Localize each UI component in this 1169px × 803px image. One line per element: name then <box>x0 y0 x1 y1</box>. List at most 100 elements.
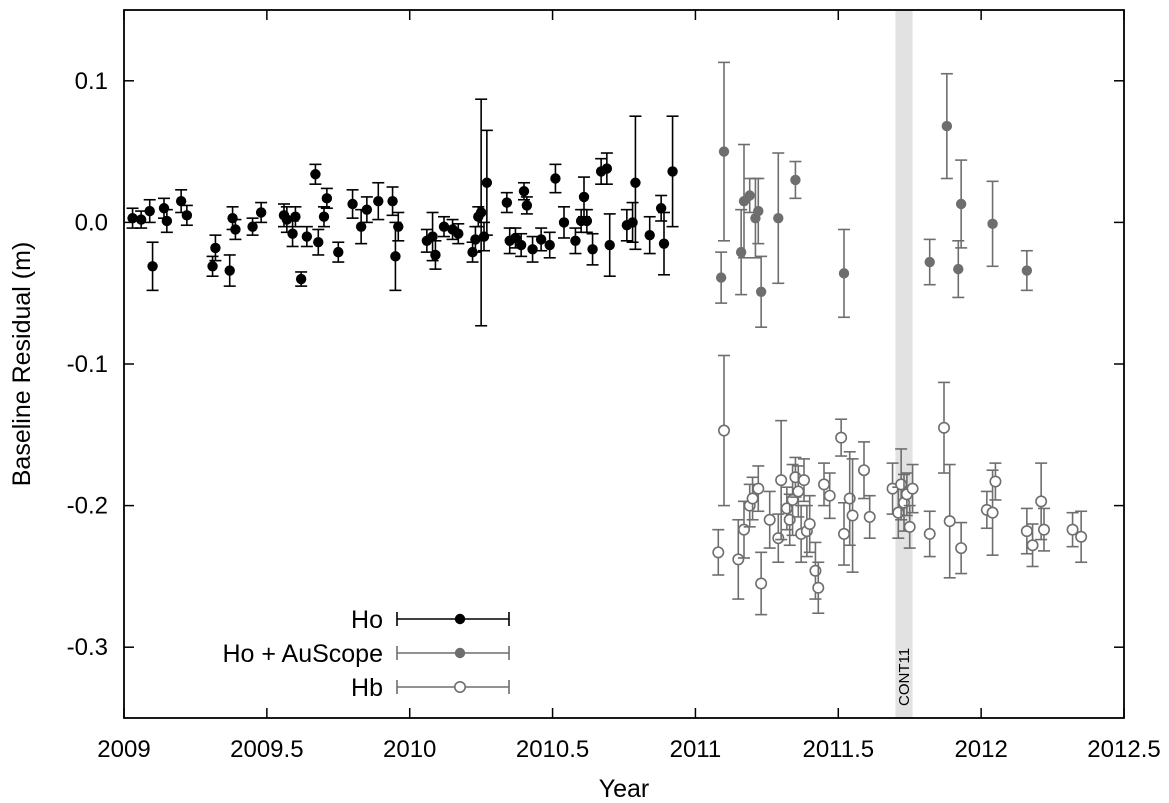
data-point <box>558 206 570 239</box>
data-point <box>360 196 373 224</box>
x-tick-label: 2011 <box>670 736 722 763</box>
data-point <box>846 458 859 573</box>
data-point <box>535 227 548 252</box>
point-marker <box>135 214 147 225</box>
point-marker <box>941 120 953 132</box>
data-point <box>937 381 950 474</box>
y-tick-label: -0.2 <box>67 493 108 520</box>
point-marker <box>295 273 307 285</box>
point-marker <box>712 546 725 559</box>
legend-label: Ho + AuScope <box>222 640 383 668</box>
series-1 <box>715 61 1033 328</box>
point-marker <box>1020 525 1033 538</box>
data-point <box>715 251 728 304</box>
data-point <box>1026 523 1039 568</box>
data-point <box>372 181 385 221</box>
point-marker <box>924 256 935 268</box>
x-axis-title: Year <box>599 775 650 803</box>
data-point <box>746 476 759 521</box>
data-point <box>797 458 810 503</box>
data-point <box>520 196 533 215</box>
point-marker <box>987 218 998 230</box>
point-marker <box>230 224 241 235</box>
data-point <box>752 465 765 513</box>
point-marker <box>347 198 358 210</box>
y-axis-ticks: 0.1 0.0 -0.1 -0.2 -0.3 <box>67 68 1124 661</box>
point-marker <box>147 261 158 272</box>
point-marker <box>955 198 967 210</box>
data-point <box>792 465 805 518</box>
x-tick-label: 2012 <box>954 736 1007 763</box>
point-marker <box>475 207 487 218</box>
legend-label: Ho <box>351 606 383 634</box>
point-marker <box>923 527 936 540</box>
legend-item: Ho + AuScope <box>222 640 510 668</box>
data-point <box>255 201 268 224</box>
point-marker <box>763 513 776 526</box>
point-marker <box>527 244 538 255</box>
legend-item: Hb <box>351 674 510 702</box>
data-point <box>500 191 513 214</box>
data-point <box>355 208 368 245</box>
data-point <box>146 241 159 292</box>
data-point <box>717 354 730 507</box>
data-point <box>300 225 313 248</box>
point-marker <box>835 431 848 444</box>
point-marker <box>175 195 187 207</box>
data-point <box>229 218 242 241</box>
point-marker <box>753 205 764 217</box>
point-marker <box>501 197 513 208</box>
point-marker <box>943 515 956 528</box>
point-marker <box>127 212 138 224</box>
point-marker <box>773 212 784 224</box>
data-point <box>903 504 916 549</box>
point-marker <box>518 186 530 197</box>
point-marker <box>587 244 598 255</box>
point-marker <box>718 146 730 157</box>
point-marker <box>1021 265 1033 276</box>
data-point <box>1066 511 1079 548</box>
y-tick-label: -0.1 <box>67 351 108 378</box>
point-marker <box>838 268 850 279</box>
point-marker <box>355 221 367 232</box>
point-marker <box>287 228 298 239</box>
point-marker <box>481 177 493 188</box>
legend-marker <box>454 647 466 659</box>
data-point <box>986 180 999 268</box>
point-marker <box>775 474 788 487</box>
data-point <box>223 254 236 287</box>
point-marker <box>667 166 678 177</box>
cont11-band: CONT11 <box>895 10 913 718</box>
x-tick-label: 2010.5 <box>516 736 589 763</box>
point-marker <box>515 239 527 251</box>
data-point <box>940 72 953 180</box>
data-point <box>475 98 488 327</box>
point-marker <box>321 193 333 204</box>
point-marker <box>1038 523 1051 536</box>
data-point <box>906 463 919 514</box>
point-marker <box>715 272 727 283</box>
data-point <box>526 235 539 263</box>
point-marker <box>558 217 570 228</box>
x-tick-label: 2009.5 <box>230 736 303 763</box>
point-marker <box>535 234 547 245</box>
data-point <box>943 463 956 579</box>
point-marker <box>604 239 615 251</box>
point-marker <box>470 234 481 245</box>
point-marker <box>1035 495 1048 508</box>
point-marker <box>438 221 450 232</box>
point-marker <box>601 163 613 174</box>
data-point <box>280 206 293 234</box>
data-point <box>180 204 193 227</box>
data-point <box>312 228 325 256</box>
point-marker <box>281 214 293 225</box>
data-point <box>160 208 173 234</box>
x-tick-label: 2011.5 <box>802 736 874 763</box>
point-marker <box>817 478 830 491</box>
point-marker <box>857 464 870 477</box>
x-tick-label: 2009 <box>97 736 150 763</box>
data-point <box>923 238 936 286</box>
data-point <box>126 207 139 229</box>
data-point <box>980 490 993 530</box>
